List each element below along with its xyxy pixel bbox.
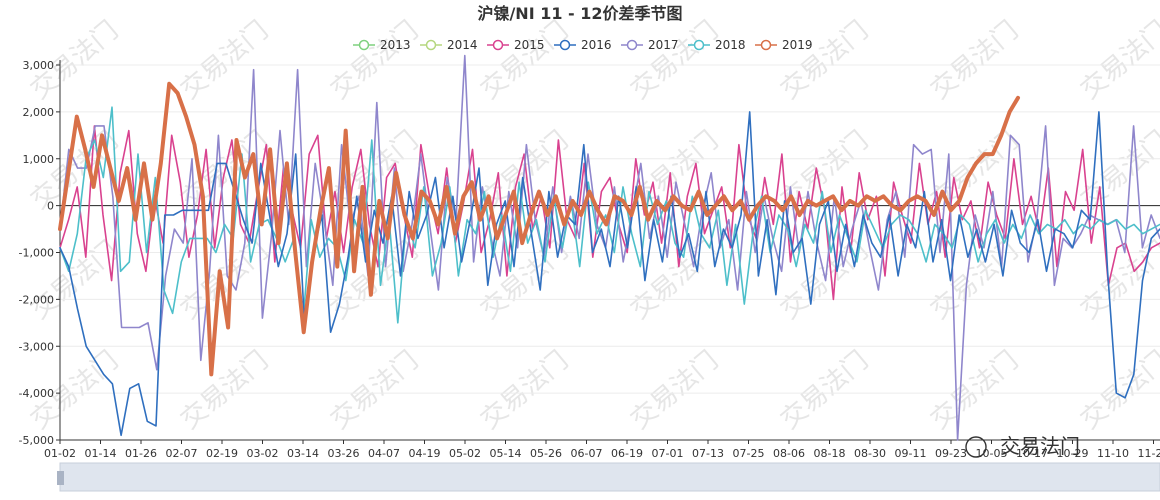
x-tick-label: 03-02 bbox=[247, 447, 279, 460]
watermark-text: 交易法门 bbox=[1075, 16, 1160, 106]
x-tick-label: 04-19 bbox=[409, 447, 441, 460]
watermark-text: 交易法门 bbox=[1075, 346, 1160, 436]
y-tick-label: 3,000 bbox=[23, 59, 55, 72]
x-tick-label: 07-25 bbox=[733, 447, 765, 460]
wechat-icon bbox=[965, 436, 987, 458]
legend-marker bbox=[760, 39, 772, 51]
watermark-text: 交易法门 bbox=[325, 346, 424, 436]
legend-label: 2015 bbox=[514, 38, 545, 52]
series-lines bbox=[58, 54, 1160, 441]
x-tick-label: 08-18 bbox=[814, 447, 846, 460]
x-axis-ticks: 01-02 01-14 01-26 02-07 02-19 03-02 03-14 03-26… bbox=[44, 440, 1160, 460]
watermark-text: 交易法门 bbox=[775, 16, 874, 106]
y-tick-label: 2,000 bbox=[23, 106, 55, 119]
watermark-text: 交易法门 bbox=[925, 346, 1024, 436]
x-tick-label: 05-14 bbox=[490, 447, 522, 460]
x-tick-label: 02-07 bbox=[166, 447, 198, 460]
x-tick-label: 10-05 bbox=[976, 447, 1008, 460]
y-tick-label: -1,000 bbox=[19, 247, 54, 260]
legend-label: 2016 bbox=[581, 38, 612, 52]
x-tick-label: 11-10 bbox=[1097, 447, 1129, 460]
x-tick-label: 05-26 bbox=[530, 447, 562, 460]
y-tick-label: -2,000 bbox=[19, 293, 54, 306]
x-tick-label: 01-02 bbox=[44, 447, 76, 460]
watermark-text: 交易法门 bbox=[625, 236, 724, 326]
x-tick-label: 03-26 bbox=[328, 447, 360, 460]
legend-marker bbox=[358, 39, 370, 51]
watermark-text: 交易法门 bbox=[625, 16, 724, 106]
legend-item-2013[interactable]: 2013 bbox=[353, 38, 411, 52]
legend-label: 2014 bbox=[447, 38, 478, 52]
legend-item-2016[interactable]: 2016 bbox=[554, 38, 612, 52]
watermark-text: 交易法门 bbox=[925, 16, 1024, 106]
legend-label: 2013 bbox=[380, 38, 411, 52]
y-tick-label: 1,000 bbox=[23, 153, 55, 166]
watermark-text: 交易法门 bbox=[175, 346, 274, 436]
x-tick-label: 02-19 bbox=[206, 447, 238, 460]
legend-item-2015[interactable]: 2015 bbox=[487, 38, 545, 52]
watermark-text: 交易法门 bbox=[625, 346, 724, 436]
watermark-text: 交易法门 bbox=[775, 346, 874, 436]
legend-item-2017[interactable]: 2017 bbox=[621, 38, 679, 52]
legend-marker bbox=[626, 39, 638, 51]
watermark-text: 交易法门 bbox=[475, 16, 574, 106]
x-tick-label: 10-29 bbox=[1057, 447, 1089, 460]
x-tick-label: 08-30 bbox=[854, 447, 886, 460]
x-tick-label: 06-19 bbox=[611, 447, 643, 460]
legend-item-2019[interactable]: 2019 bbox=[755, 38, 813, 52]
zoom-slider[interactable] bbox=[57, 462, 1160, 492]
brand-label: 交易法门 bbox=[1000, 434, 1080, 458]
x-tick-label: 01-14 bbox=[85, 447, 117, 460]
x-tick-label: 09-23 bbox=[935, 447, 967, 460]
legend-item-2018[interactable]: 2018 bbox=[688, 38, 746, 52]
legend-label: 2017 bbox=[648, 38, 679, 52]
legend-item-2014[interactable]: 2014 bbox=[420, 38, 478, 52]
x-tick-label: 08-06 bbox=[773, 447, 805, 460]
zoom-slider-track[interactable] bbox=[59, 462, 1160, 492]
x-tick-label: 03-14 bbox=[287, 447, 319, 460]
legend-marker bbox=[559, 39, 571, 51]
series-line-2016 bbox=[59, 111, 1160, 437]
watermark-text: 交易法门 bbox=[1075, 236, 1160, 326]
series-line-2019 bbox=[58, 81, 1020, 377]
x-tick-label: 07-13 bbox=[692, 447, 724, 460]
legend-marker bbox=[492, 39, 504, 51]
y-tick-label: 0 bbox=[47, 200, 54, 213]
y-axis-ticks: 3,000 2,000 1,000 0 -1,000 -2,000 -3,000 -4,000… bbox=[19, 59, 60, 447]
watermark-text: 交易法门 bbox=[175, 16, 274, 106]
y-tick-label: -4,000 bbox=[19, 387, 54, 400]
y-tick-label: -5,000 bbox=[19, 434, 54, 447]
legend-marker bbox=[693, 39, 705, 51]
x-tick-label: 10-17 bbox=[1016, 447, 1048, 460]
legend-marker bbox=[425, 39, 437, 51]
watermark-text: 交易法门 bbox=[475, 346, 574, 436]
x-tick-label: 04-07 bbox=[368, 447, 400, 460]
watermark-text: 交易法门 bbox=[325, 16, 424, 106]
legend[interactable]: 2013 2014 2015 2016 2017 2018 2019 bbox=[353, 38, 813, 52]
zoom-slider-handle[interactable] bbox=[57, 471, 64, 485]
x-tick-label: 05-02 bbox=[449, 447, 481, 460]
x-tick-label: 06-07 bbox=[571, 447, 603, 460]
x-tick-label: 01-26 bbox=[125, 447, 157, 460]
series-line-2015 bbox=[59, 125, 1160, 301]
x-tick-label: 09-11 bbox=[895, 447, 927, 460]
chart-title: 沪镍/NI 11 - 12价差季节图 bbox=[477, 4, 682, 23]
legend-label: 2018 bbox=[715, 38, 746, 52]
y-tick-label: -3,000 bbox=[19, 340, 54, 353]
brand-logo: 交易法门 bbox=[965, 434, 1080, 458]
x-tick-label: 07-01 bbox=[652, 447, 684, 460]
x-tick-label: 11-22 bbox=[1138, 447, 1160, 460]
legend-label: 2019 bbox=[782, 38, 813, 52]
